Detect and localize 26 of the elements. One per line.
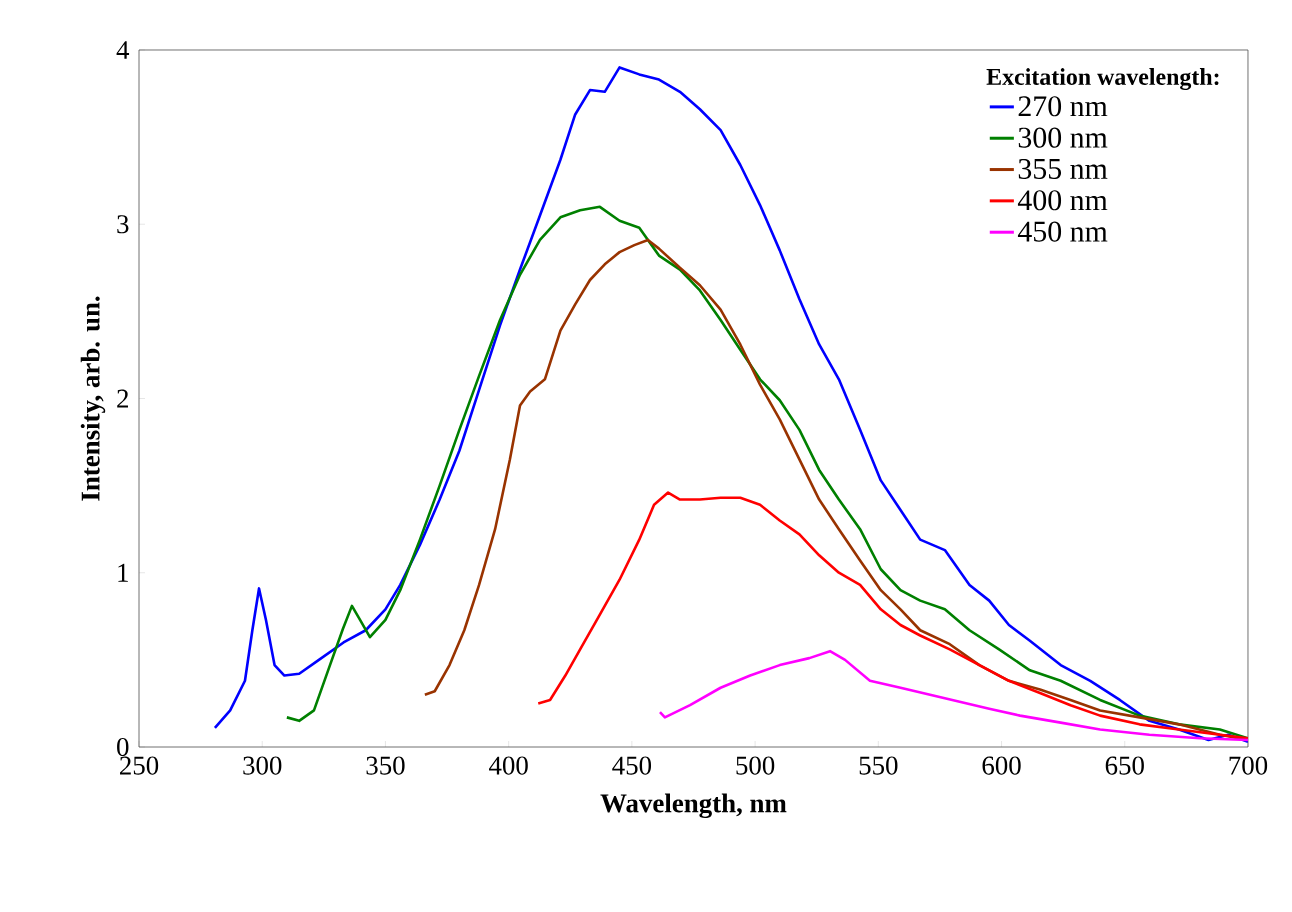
y-tick-label: 3 [117,215,129,234]
legend-label: 450 nm [1017,221,1108,242]
x-tick-label: 550 [859,756,898,775]
legend-label: 400 nm [1017,190,1108,211]
x-tick-label: 300 [243,756,282,775]
y-tick-label: 1 [118,563,128,582]
y-axis-title: Intensity, arb. un. [80,296,106,501]
line-series [658,649,1248,742]
y-tick-label: 0 [117,737,129,757]
x-tick-label: 450 [612,756,652,775]
y-tick-label: 4 [116,41,130,59]
x-tick-label: 250 [120,756,159,775]
x-axis-title: Wavelength, nm [600,793,787,819]
line-series [536,491,1248,740]
x-tick-label: 600 [982,756,1021,775]
x-tick-label: 650 [1105,756,1144,775]
legend-label: 270 nm [1018,96,1108,117]
y-tick-label: 2 [117,389,128,408]
legend-label: 355 nm [1018,158,1108,179]
x-tick-label: 500 [736,756,775,775]
x-tick-label: 700 [1229,756,1268,775]
x-tick-label: 350 [366,756,405,775]
legend-title: Excitation wavelength: [986,68,1219,90]
line-series [213,66,1248,744]
x-tick-label: 400 [489,756,528,775]
legend-label: 300 nm [1018,127,1108,148]
